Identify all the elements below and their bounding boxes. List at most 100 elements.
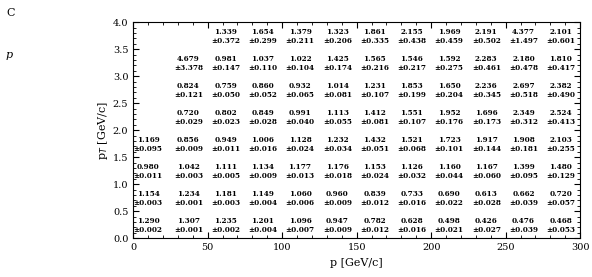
Text: ±0.055: ±0.055: [323, 118, 352, 126]
Text: ±3.378: ±3.378: [174, 64, 203, 72]
Text: 0.849: 0.849: [252, 109, 274, 117]
Text: ±0.009: ±0.009: [174, 145, 203, 153]
Text: 1.592: 1.592: [437, 55, 461, 63]
Text: ±0.051: ±0.051: [360, 145, 389, 153]
Text: ±0.016: ±0.016: [397, 226, 426, 234]
Text: ±0.012: ±0.012: [360, 226, 389, 234]
Text: 0.426: 0.426: [475, 217, 498, 225]
Text: 1.022: 1.022: [289, 55, 311, 63]
Text: ±0.502: ±0.502: [472, 37, 501, 45]
Text: 1.128: 1.128: [289, 136, 311, 144]
Text: ±0.032: ±0.032: [397, 172, 426, 180]
Text: 1.113: 1.113: [326, 109, 349, 117]
Text: ±0.417: ±0.417: [546, 64, 575, 72]
Text: ±0.181: ±0.181: [509, 145, 538, 153]
Text: ±0.004: ±0.004: [248, 199, 278, 207]
Text: 1.111: 1.111: [214, 163, 237, 171]
Text: 0.690: 0.690: [437, 190, 461, 198]
Text: 1.650: 1.650: [437, 82, 461, 90]
Text: 1.861: 1.861: [363, 28, 386, 36]
Text: ±0.009: ±0.009: [248, 172, 277, 180]
Text: ±0.018: ±0.018: [323, 172, 352, 180]
Text: ±0.016: ±0.016: [248, 145, 277, 153]
Text: 0.782: 0.782: [363, 217, 386, 225]
Text: 1.696: 1.696: [475, 109, 498, 117]
Text: 1.480: 1.480: [549, 163, 572, 171]
Text: 1.160: 1.160: [437, 163, 461, 171]
Text: 1.952: 1.952: [437, 109, 461, 117]
Text: 1.425: 1.425: [326, 55, 349, 63]
Text: 0.981: 0.981: [214, 55, 237, 63]
Text: 2.697: 2.697: [512, 82, 535, 90]
Text: ±0.002: ±0.002: [134, 226, 163, 234]
Text: 1.153: 1.153: [363, 163, 386, 171]
Text: ±0.518: ±0.518: [509, 91, 538, 99]
Text: ±0.068: ±0.068: [397, 145, 426, 153]
Text: 1.323: 1.323: [326, 28, 349, 36]
Text: ±0.255: ±0.255: [546, 145, 575, 153]
Text: 1.654: 1.654: [252, 28, 274, 36]
Text: 0.613: 0.613: [475, 190, 498, 198]
Text: 0.960: 0.960: [326, 190, 349, 198]
X-axis label: p [GeV/c]: p [GeV/c]: [330, 258, 383, 268]
Text: 1.235: 1.235: [214, 217, 237, 225]
Text: ±0.009: ±0.009: [323, 226, 352, 234]
Text: ±0.206: ±0.206: [323, 37, 352, 45]
Text: ±0.044: ±0.044: [435, 172, 464, 180]
Text: ±0.174: ±0.174: [323, 64, 352, 72]
Text: 1.399: 1.399: [512, 163, 535, 171]
Text: 2.155: 2.155: [401, 28, 423, 36]
Text: 1.908: 1.908: [512, 136, 535, 144]
Text: ±0.173: ±0.173: [472, 118, 501, 126]
Text: ±0.095: ±0.095: [134, 145, 163, 153]
Text: ±0.060: ±0.060: [472, 172, 501, 180]
Text: 1.546: 1.546: [400, 55, 423, 63]
Text: ±0.052: ±0.052: [249, 91, 277, 99]
Text: 0.733: 0.733: [400, 190, 423, 198]
Text: 1.126: 1.126: [400, 163, 423, 171]
Text: ±0.039: ±0.039: [509, 226, 538, 234]
Text: ±0.029: ±0.029: [174, 118, 203, 126]
Text: ±0.023: ±0.023: [211, 118, 240, 126]
Text: ±0.057: ±0.057: [546, 199, 575, 207]
Text: ±0.312: ±0.312: [509, 118, 538, 126]
Text: ±0.216: ±0.216: [360, 64, 389, 72]
Text: 1.176: 1.176: [326, 163, 349, 171]
Text: 0.860: 0.860: [252, 82, 274, 90]
Text: 1.231: 1.231: [363, 82, 386, 90]
Text: 0.949: 0.949: [214, 136, 237, 144]
Text: 2.283: 2.283: [475, 55, 498, 63]
Text: ±0.335: ±0.335: [360, 37, 389, 45]
Text: 1.177: 1.177: [288, 163, 311, 171]
Text: ±0.459: ±0.459: [435, 37, 464, 45]
Text: ±0.144: ±0.144: [472, 145, 501, 153]
Text: 1.042: 1.042: [177, 163, 200, 171]
Text: ±0.275: ±0.275: [435, 64, 464, 72]
Text: ±0.129: ±0.129: [546, 172, 575, 180]
Text: 1.853: 1.853: [400, 82, 423, 90]
Text: ±0.012: ±0.012: [360, 199, 389, 207]
Text: ±0.006: ±0.006: [285, 199, 314, 207]
Text: ±0.104: ±0.104: [285, 64, 314, 72]
Text: ±0.065: ±0.065: [285, 91, 314, 99]
Text: p: p: [6, 50, 13, 60]
Text: ±0.601: ±0.601: [546, 37, 575, 45]
Text: ±0.027: ±0.027: [472, 226, 501, 234]
Text: ±0.003: ±0.003: [211, 199, 240, 207]
Text: 1.565: 1.565: [363, 55, 386, 63]
Text: 1.290: 1.290: [137, 217, 159, 225]
Text: 2.382: 2.382: [549, 82, 572, 90]
Text: 1.096: 1.096: [289, 217, 311, 225]
Text: 0.498: 0.498: [437, 217, 461, 225]
Text: ±0.007: ±0.007: [285, 226, 314, 234]
Text: 1.723: 1.723: [437, 136, 461, 144]
Text: ±0.002: ±0.002: [211, 226, 240, 234]
Text: 1.134: 1.134: [252, 163, 274, 171]
Text: 2.349: 2.349: [512, 109, 535, 117]
Text: 1.521: 1.521: [400, 136, 423, 144]
Text: ±0.039: ±0.039: [509, 199, 538, 207]
Text: ±0.199: ±0.199: [397, 91, 426, 99]
Text: ±0.053: ±0.053: [546, 226, 575, 234]
Text: 2.191: 2.191: [475, 28, 498, 36]
Text: 0.856: 0.856: [177, 136, 200, 144]
